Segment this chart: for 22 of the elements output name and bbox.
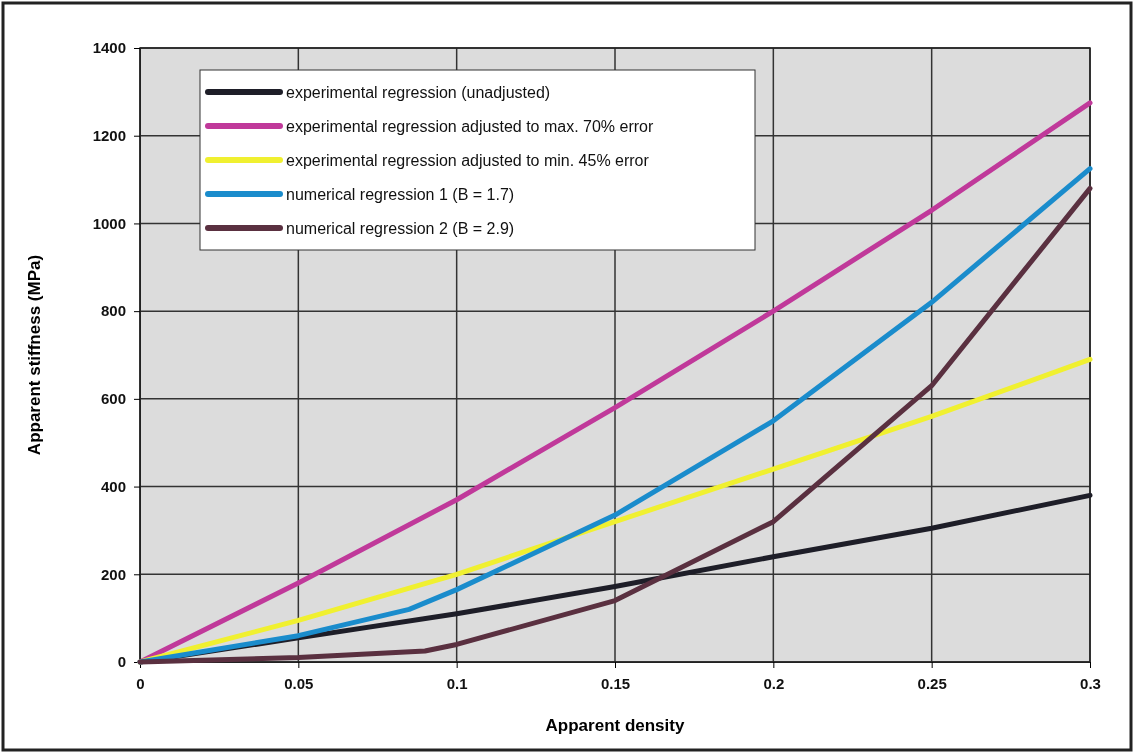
y-tick-label: 1000: [92, 214, 126, 232]
x-tick-label: 0.15: [600, 674, 631, 692]
x-axis-title: Apparent density: [545, 716, 685, 735]
x-tick-label: 0.3: [1080, 674, 1101, 692]
legend-label: experimental regression adjusted to max. 70% error: [286, 118, 654, 135]
y-tick-label: 200: [100, 565, 126, 583]
x-tick-label: 0.25: [917, 674, 947, 692]
y-tick-label: 800: [100, 302, 126, 320]
x-tick-label: 0.2: [763, 674, 785, 692]
y-axis-title: Apparent stiffness (MPa): [25, 254, 44, 456]
legend-label: numerical regression 1 (B = 1.7): [286, 186, 515, 203]
y-tick-label: 1200: [92, 127, 126, 145]
legend-label: experimental regression adjusted to min. 45% error: [286, 152, 650, 169]
legend-label: numerical regression 2 (B = 2.9): [286, 220, 515, 237]
legend-label: experimental regression (unadjusted): [286, 84, 551, 101]
x-tick-label: 0.1: [446, 674, 468, 692]
y-tick-label: 600: [100, 390, 126, 408]
y-tick-label: 0: [117, 653, 126, 671]
y-tick-label: 400: [100, 477, 126, 495]
x-tick-label: 0: [136, 674, 145, 692]
x-tick-label: 0.05: [284, 674, 314, 692]
y-tick-label: 1400: [92, 39, 126, 57]
